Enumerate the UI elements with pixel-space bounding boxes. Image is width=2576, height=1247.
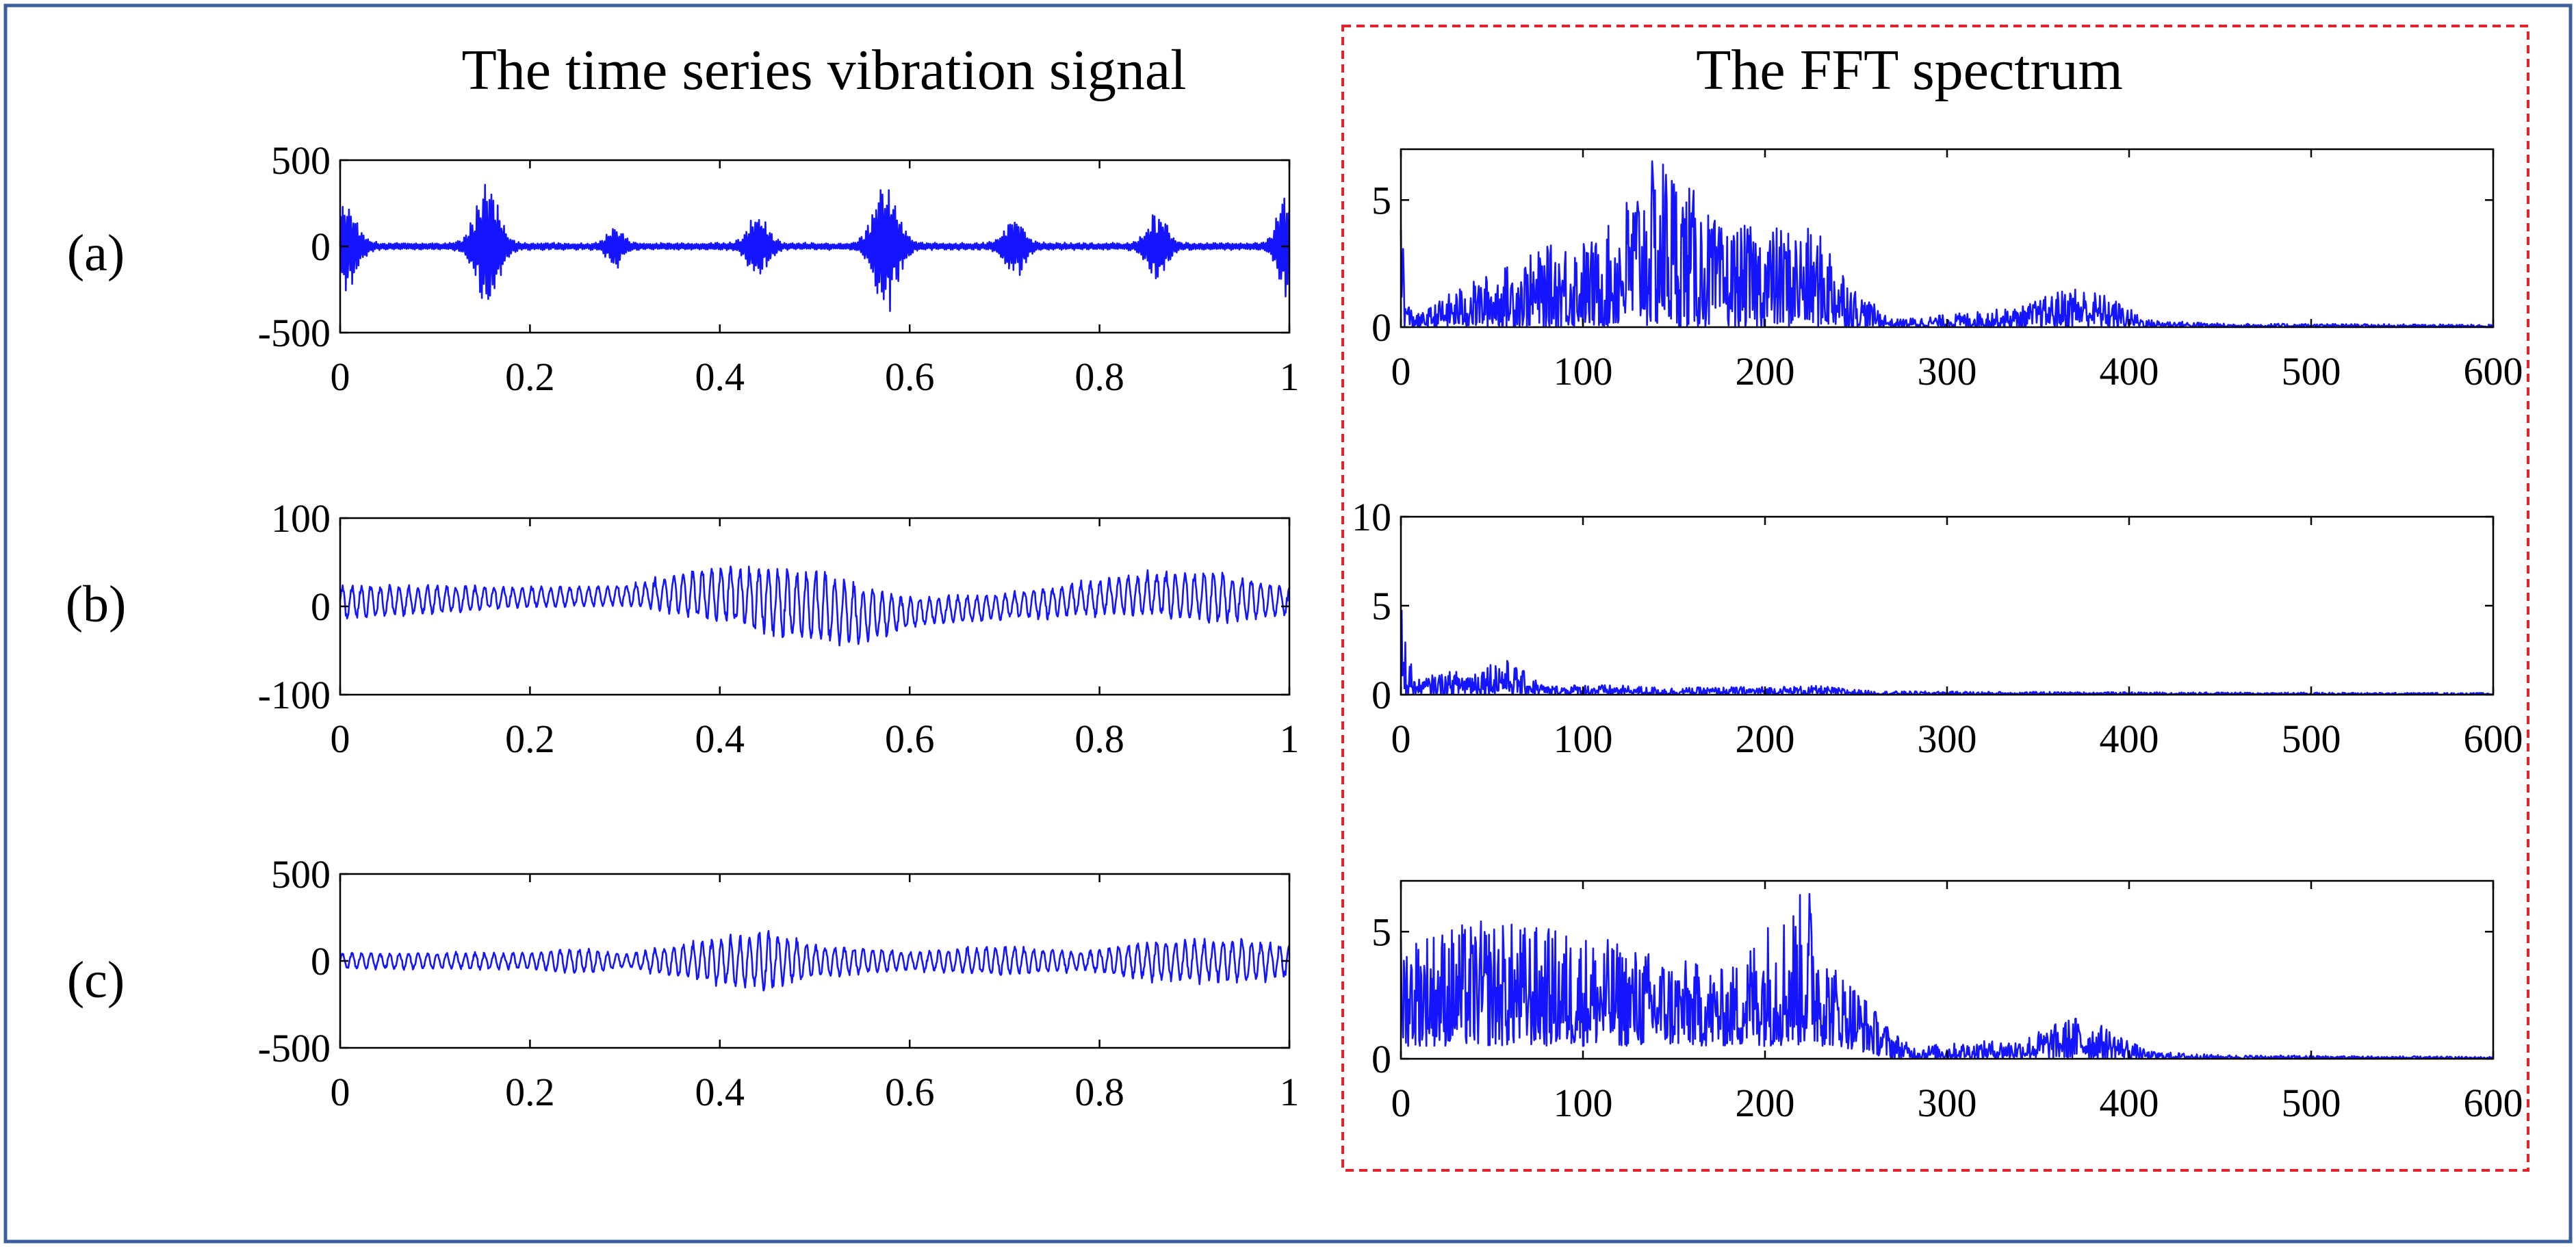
x-tick-label-c-fft: 300 bbox=[1918, 1081, 1977, 1125]
x-tick-label-b-fft: 100 bbox=[1554, 717, 1613, 761]
x-tick-label-a-fft: 300 bbox=[1918, 349, 1977, 394]
figure-frame bbox=[3, 3, 2573, 1244]
y-tick-label-b-fft: 5 bbox=[1371, 584, 1391, 628]
x-tick-label-b-fft: 400 bbox=[2100, 717, 2159, 761]
x-tick-label-c-fft: 500 bbox=[2282, 1081, 2341, 1125]
y-tick-label-a-fft: 5 bbox=[1371, 178, 1391, 222]
series-line-b-time bbox=[339, 565, 1291, 647]
time-series-title: The time series vibration signal bbox=[461, 38, 1186, 102]
x-tick-label-c-time: 0.8 bbox=[1074, 1070, 1124, 1114]
x-tick-label-b-fft: 300 bbox=[1918, 717, 1977, 761]
x-tick-label-c-fft: 100 bbox=[1554, 1081, 1613, 1125]
x-tick-label-a-fft: 100 bbox=[1554, 349, 1613, 394]
x-tick-label-c-time: 1 bbox=[1280, 1070, 1300, 1114]
row-label-a: (a) bbox=[67, 224, 125, 282]
x-tick-label-a-fft: 600 bbox=[2464, 349, 2523, 394]
x-tick-label-b-fft: 200 bbox=[1736, 717, 1795, 761]
x-tick-label-c-time: 0 bbox=[331, 1070, 350, 1114]
x-tick-label-a-fft: 400 bbox=[2100, 349, 2159, 394]
row-label-b: (b) bbox=[66, 576, 127, 633]
x-tick-label-a-time: 0.6 bbox=[885, 355, 935, 399]
fft-highlight-box bbox=[1341, 25, 2529, 1172]
x-tick-label-c-time: 0.4 bbox=[695, 1070, 745, 1114]
fft-title: The FFT spectrum bbox=[1696, 38, 2123, 102]
x-tick-label-a-time: 1 bbox=[1280, 355, 1300, 399]
x-tick-label-a-fft: 200 bbox=[1736, 349, 1795, 394]
x-tick-label-a-time: 0.2 bbox=[505, 355, 555, 399]
x-tick-label-c-fft: 200 bbox=[1736, 1081, 1795, 1125]
y-tick-label-b-time: 100 bbox=[271, 496, 331, 541]
x-tick-label-b-time: 1 bbox=[1280, 717, 1300, 761]
y-tick-label-c-time: 500 bbox=[271, 852, 331, 897]
y-tick-label-c-fft: 5 bbox=[1371, 910, 1391, 954]
series-line-c-time bbox=[339, 929, 1291, 992]
y-tick-label-b-time: -100 bbox=[258, 673, 331, 717]
plot-c-fft: 0 100 200 300 400 500 600 5 0 bbox=[1371, 879, 2523, 1125]
y-tick-label-c-fft: 0 bbox=[1371, 1037, 1391, 1081]
row-label-c: (c) bbox=[67, 951, 125, 1009]
x-tick-label-a-time: 0.8 bbox=[1074, 355, 1124, 399]
plot-a-fft: 0 100 200 300 400 500 600 5 0 bbox=[1371, 148, 2523, 394]
y-tick-label-c-time: 0 bbox=[311, 939, 331, 984]
x-tick-label-b-fft: 600 bbox=[2464, 717, 2523, 761]
x-tick-label-c-time: 0.6 bbox=[885, 1070, 935, 1114]
x-tick-label-b-fft: 0 bbox=[1391, 717, 1411, 761]
plot-b-fft: 0 100 200 300 400 500 600 10 5 0 bbox=[1352, 495, 2523, 761]
x-tick-label-a-fft: 500 bbox=[2282, 349, 2341, 394]
y-tick-label-c-time: -500 bbox=[258, 1026, 331, 1070]
y-tick-label-a-time: -500 bbox=[258, 311, 331, 355]
y-tick-label-b-time: 0 bbox=[311, 584, 331, 629]
x-tick-label-a-fft: 0 bbox=[1391, 349, 1411, 394]
x-tick-label-b-time: 0 bbox=[331, 717, 350, 761]
y-tick-label-a-fft: 0 bbox=[1371, 305, 1391, 350]
x-tick-label-a-time: 0.4 bbox=[695, 355, 745, 399]
x-tick-label-c-fft: 600 bbox=[2464, 1081, 2523, 1125]
y-tick-label-a-time: 0 bbox=[311, 224, 331, 269]
x-tick-label-b-time: 0.6 bbox=[885, 717, 935, 761]
x-tick-label-c-fft: 400 bbox=[2100, 1081, 2159, 1125]
x-tick-label-c-fft: 0 bbox=[1391, 1081, 1411, 1125]
y-tick-label-b-fft: 0 bbox=[1371, 673, 1391, 717]
x-tick-label-a-time: 0 bbox=[331, 355, 350, 399]
x-tick-label-b-time: 0.2 bbox=[505, 717, 555, 761]
x-tick-label-b-time: 0.4 bbox=[695, 717, 745, 761]
y-tick-label-b-fft: 10 bbox=[1352, 495, 1391, 539]
x-tick-label-c-time: 0.2 bbox=[505, 1070, 555, 1114]
y-tick-label-a-time: 500 bbox=[271, 138, 331, 183]
series-line-a-time bbox=[339, 183, 1291, 312]
x-tick-label-b-time: 0.8 bbox=[1074, 717, 1124, 761]
x-tick-label-b-fft: 500 bbox=[2282, 717, 2341, 761]
